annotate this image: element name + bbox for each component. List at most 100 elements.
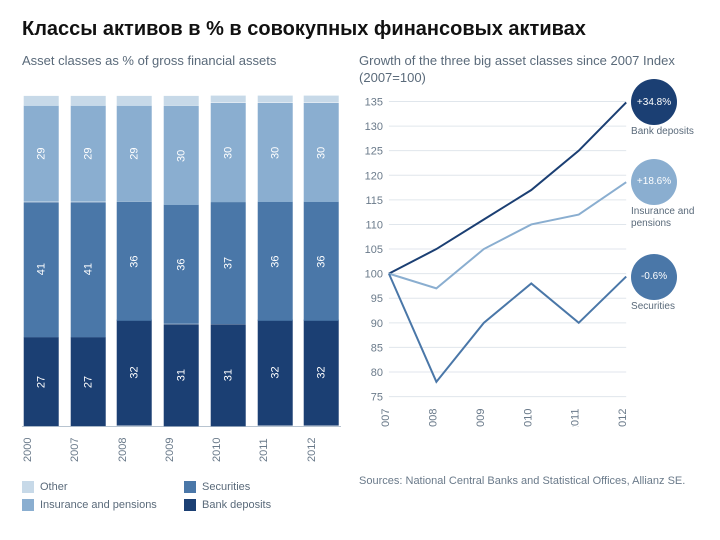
legend-label: Securities	[202, 481, 250, 493]
bar-x-label: 2012	[306, 433, 341, 467]
bar-segment-value: 36	[316, 255, 328, 267]
y-tick-label: 85	[371, 342, 383, 354]
bar-column: 32 36 30	[258, 96, 293, 426]
bar-segment-insurance: 30	[164, 106, 199, 205]
main-title: Классы активов в % в совокупных финансов…	[22, 18, 698, 41]
legend: Other Securities Insurance and pensions Ban…	[22, 481, 341, 511]
bar-segment-value: 41	[35, 263, 47, 275]
bar-segment-value: 29	[129, 148, 141, 160]
y-tick-label: 125	[365, 146, 383, 158]
line-series-bank_deposits	[389, 102, 626, 273]
x-tick-label: 2010	[522, 409, 534, 427]
bar-segment-bank_deposits: 27	[71, 337, 106, 426]
bar-segment-insurance: 29	[117, 106, 152, 202]
x-tick-label: 2011	[570, 409, 582, 427]
legend-swatch	[22, 481, 34, 493]
bar-segment-insurance: 30	[258, 103, 293, 202]
bar-column: 27 41 29	[71, 96, 106, 426]
y-tick-label: 90	[371, 318, 383, 330]
bar-segment-bank_deposits: 32	[258, 320, 293, 426]
bar-segment-other	[71, 96, 106, 106]
bubble-securities: -0.6%	[631, 254, 677, 300]
bar-segment-value: 32	[129, 367, 141, 379]
bar-x-label: 2000	[22, 433, 57, 467]
bar-segment-bank_deposits: 32	[304, 320, 339, 426]
bar-segment-insurance: 29	[24, 106, 59, 202]
legend-item-insurance: Insurance and pensions	[22, 499, 162, 511]
bar-segment-bank_deposits: 31	[164, 324, 199, 426]
bar-segment-value: 29	[82, 148, 94, 160]
bubble-label-bank_deposits: Bank deposits	[631, 126, 701, 138]
bar-segment-value: 37	[222, 257, 234, 269]
bar-segment-securities: 41	[71, 202, 106, 337]
x-tick-label: 2007	[380, 409, 392, 427]
x-tick-label: 2012	[617, 409, 629, 427]
x-tick-label: 2009	[475, 409, 487, 427]
bar-column: 31 36 30	[164, 96, 199, 426]
y-tick-label: 115	[365, 195, 382, 207]
bar-segment-other	[258, 96, 293, 103]
line-series-securities	[389, 274, 626, 382]
bar-segment-value: 31	[222, 369, 234, 381]
y-tick-label: 120	[365, 170, 383, 182]
sources-text: Sources: National Central Banks and Stat…	[359, 475, 698, 487]
bar-segment-value: 30	[176, 149, 188, 161]
bar-segment-value: 36	[176, 258, 188, 270]
legend-swatch	[22, 499, 34, 511]
bar-segment-securities: 36	[164, 205, 199, 324]
legend-swatch	[184, 499, 196, 511]
bar-x-axis: 2000200720082009201020112012	[22, 433, 341, 467]
bar-segment-other	[117, 96, 152, 106]
x-tick-label: 2008	[427, 409, 439, 427]
bar-column: 32 36 30	[304, 96, 339, 426]
y-tick-label: 110	[365, 219, 382, 231]
bar-segment-value: 27	[82, 375, 94, 387]
bubble-insurance: +18.6%	[631, 159, 677, 205]
right-panel: Growth of the three big asset classes si…	[359, 53, 698, 511]
bar-x-label: 2009	[164, 433, 199, 467]
bar-segment-value: 41	[82, 263, 94, 275]
line-chart: 7580859095100105110115120125130135200720…	[359, 97, 698, 427]
bar-chart: 27 41 29 27 41 29 32 36 29 31 36 30 31 37 30 32 36 30 32 36…	[22, 97, 341, 427]
bar-segment-value: 30	[222, 146, 234, 158]
legend-swatch	[184, 481, 196, 493]
panels: Asset classes as % of gross financial as…	[22, 53, 698, 511]
bar-segment-bank_deposits: 32	[117, 320, 152, 426]
bar-segment-value: 30	[316, 146, 328, 158]
bar-segment-insurance: 30	[304, 103, 339, 202]
bar-segment-bank_deposits: 31	[211, 324, 246, 426]
bar-segment-securities: 36	[258, 202, 293, 321]
bar-segment-insurance: 29	[71, 106, 106, 202]
bar-segment-value: 31	[176, 369, 188, 381]
bar-segment-value: 30	[269, 146, 281, 158]
bubble-label-insurance: Insurance and pensions	[631, 206, 701, 230]
y-tick-label: 100	[365, 269, 383, 281]
bar-x-label: 2007	[69, 433, 104, 467]
y-tick-label: 75	[371, 392, 383, 404]
bar-segment-value: 32	[269, 367, 281, 379]
left-panel: Asset classes as % of gross financial as…	[22, 53, 341, 511]
bar-segment-value: 29	[35, 148, 47, 160]
bar-segment-value: 36	[129, 255, 141, 267]
bar-segment-other	[24, 96, 59, 106]
bar-segment-other	[164, 96, 199, 106]
bar-segment-bank_deposits: 27	[24, 337, 59, 426]
bar-x-label: 2011	[258, 433, 293, 467]
bar-segment-securities: 36	[117, 202, 152, 321]
bar-x-label: 2008	[117, 433, 152, 467]
bar-segment-securities: 37	[211, 202, 246, 324]
bar-segment-value: 27	[35, 375, 47, 387]
bar-segment-securities: 41	[24, 202, 59, 337]
legend-label: Other	[40, 481, 68, 493]
bubble-label-securities: Securities	[631, 301, 701, 313]
y-tick-label: 95	[371, 293, 383, 305]
y-tick-label: 80	[371, 367, 383, 379]
legend-item-securities: Securities	[184, 481, 324, 493]
bar-column: 31 37 30	[211, 96, 246, 426]
bar-column: 32 36 29	[117, 96, 152, 426]
y-tick-label: 105	[365, 244, 383, 256]
legend-item-bank_deposits: Bank deposits	[184, 499, 324, 511]
left-chart-title: Asset classes as % of gross financial as…	[22, 53, 341, 87]
bar-segment-value: 36	[269, 255, 281, 267]
legend-label: Insurance and pensions	[40, 499, 157, 511]
